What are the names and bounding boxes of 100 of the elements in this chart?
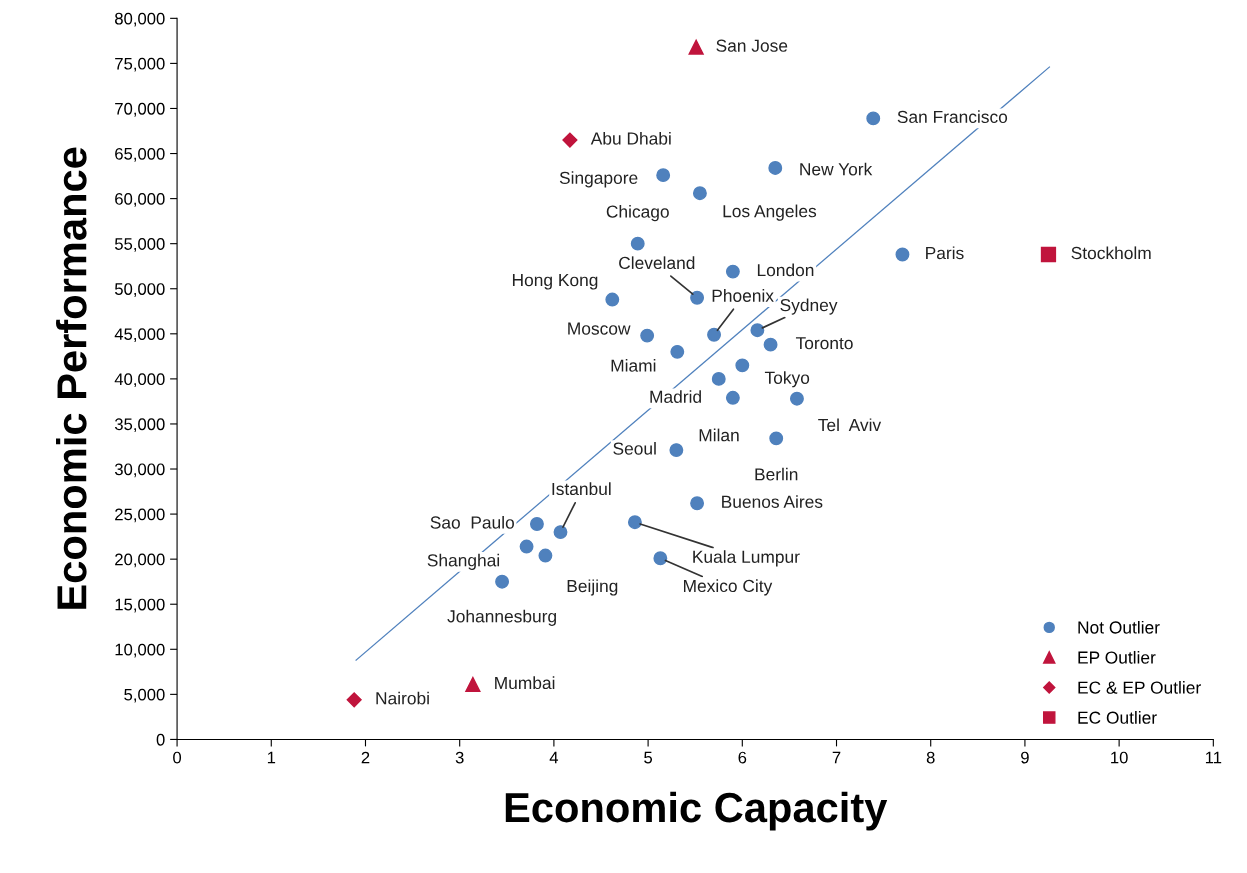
legend-label: EC Outlier [1078, 711, 1157, 724]
annotation: Nairobi [376, 691, 429, 705]
point [653, 551, 668, 566]
annotation: San Francisco [897, 110, 1008, 124]
point [630, 236, 645, 251]
x-tick-label: 8 [926, 751, 935, 764]
point [495, 574, 510, 589]
annotation: Berlin [755, 467, 798, 481]
annotation: Phoenix [712, 289, 774, 302]
y-tick-label: 65,000 [115, 147, 165, 162]
annotation: Sao Paulo [430, 515, 514, 529]
annotation: Buenos Aires [722, 495, 823, 508]
annotation: New York [800, 162, 873, 176]
y-tick-label: 20,000 [115, 553, 165, 568]
annotation: Madrid [650, 390, 701, 403]
annotation: Istanbul [552, 482, 611, 496]
point [605, 292, 620, 307]
annotation: London [757, 263, 814, 277]
point [669, 443, 684, 458]
point [690, 290, 705, 305]
annotation: Stockholm [1071, 246, 1151, 260]
annotation: Los Angeles [723, 204, 817, 221]
annotation: Moscow [568, 322, 631, 335]
y-tick-label: 25,000 [115, 508, 165, 523]
x-axis-title: Economic Capacity [505, 791, 888, 831]
point [640, 328, 655, 343]
y-tick-label: 55,000 [114, 238, 165, 252]
annotation: Abu Dhabi [590, 131, 671, 145]
y-axis-title: Economic Performance [56, 147, 87, 609]
point [538, 548, 553, 563]
legend-label: EC & EP Outlier [1078, 681, 1201, 694]
annotation: Chicago [606, 205, 669, 222]
x-tick-label: 1 [267, 751, 276, 764]
legend-label: EP Outlier [1078, 650, 1156, 664]
annotation: Mexico City [683, 579, 773, 596]
y-tick-label: 40,000 [114, 373, 165, 388]
annotation: Tel Aviv [818, 418, 882, 432]
annotation: Cleveland [619, 256, 695, 270]
x-tick-label: 5 [644, 751, 653, 764]
point [670, 344, 685, 359]
point [711, 371, 726, 386]
y-tick-label: 30,000 [114, 463, 165, 478]
point [789, 391, 804, 406]
point [866, 111, 881, 126]
annotation: Johannesburg [447, 609, 556, 626]
point [346, 692, 362, 708]
y-tick-label: 35,000 [114, 418, 165, 433]
point [768, 161, 783, 175]
annotation: Mumbai [495, 676, 555, 690]
point [725, 264, 740, 279]
y-tick-label: 70,000 [115, 102, 165, 117]
annotation: Beijing [567, 579, 618, 596]
point [725, 390, 740, 405]
point [465, 676, 481, 693]
annotation: Paris [926, 246, 964, 260]
point [1040, 246, 1057, 263]
annotation: Toronto [795, 337, 853, 350]
annotation: Kuala Lumpur [693, 550, 800, 567]
point [688, 39, 704, 55]
point [562, 132, 578, 148]
point [735, 358, 750, 373]
x-tick-label: 7 [832, 751, 841, 764]
annotation: Hong Kong [512, 274, 598, 290]
annotation: Seoul [613, 442, 656, 455]
point [553, 525, 568, 540]
point [690, 496, 705, 511]
y-tick-label: 50,000 [114, 283, 165, 297]
annotation: Singapore [559, 171, 638, 188]
x-tick-label: 4 [549, 751, 559, 764]
point [895, 247, 910, 262]
x-tick-label: 6 [738, 751, 747, 764]
point [529, 517, 544, 531]
annotation: Sydney [780, 298, 838, 315]
annotation: Shanghai [427, 553, 500, 570]
y-tick-label: 5,000 [124, 688, 165, 703]
point [763, 337, 778, 352]
annotation: Milan [699, 428, 739, 442]
point [769, 431, 784, 446]
y-tick-label: 75,000 [115, 57, 165, 72]
y-tick-label: 10,000 [115, 643, 165, 658]
point [750, 323, 765, 338]
x-tick-label: 9 [1021, 751, 1029, 764]
y-tick-label: 80,000 [115, 12, 165, 27]
point [692, 186, 707, 201]
point [707, 327, 721, 342]
annotation: San Jose [716, 39, 788, 52]
annotation: Tokyo [764, 371, 810, 388]
point [627, 515, 642, 530]
x-tick-label: 0 [173, 751, 182, 764]
x-tick-label: 2 [361, 751, 370, 764]
point [519, 539, 534, 554]
y-tick-label: 0 [156, 733, 165, 746]
y-tick-label: 15,000 [115, 598, 165, 613]
x-tick-label: 11 [1205, 751, 1222, 764]
legend-label: Not Outlier [1078, 620, 1160, 634]
point [656, 168, 671, 183]
y-tick-label: 60,000 [115, 193, 165, 207]
annotation: Miami [611, 359, 656, 372]
x-tick-label: 10 [1111, 751, 1128, 764]
y-tick-label: 45,000 [114, 328, 165, 342]
